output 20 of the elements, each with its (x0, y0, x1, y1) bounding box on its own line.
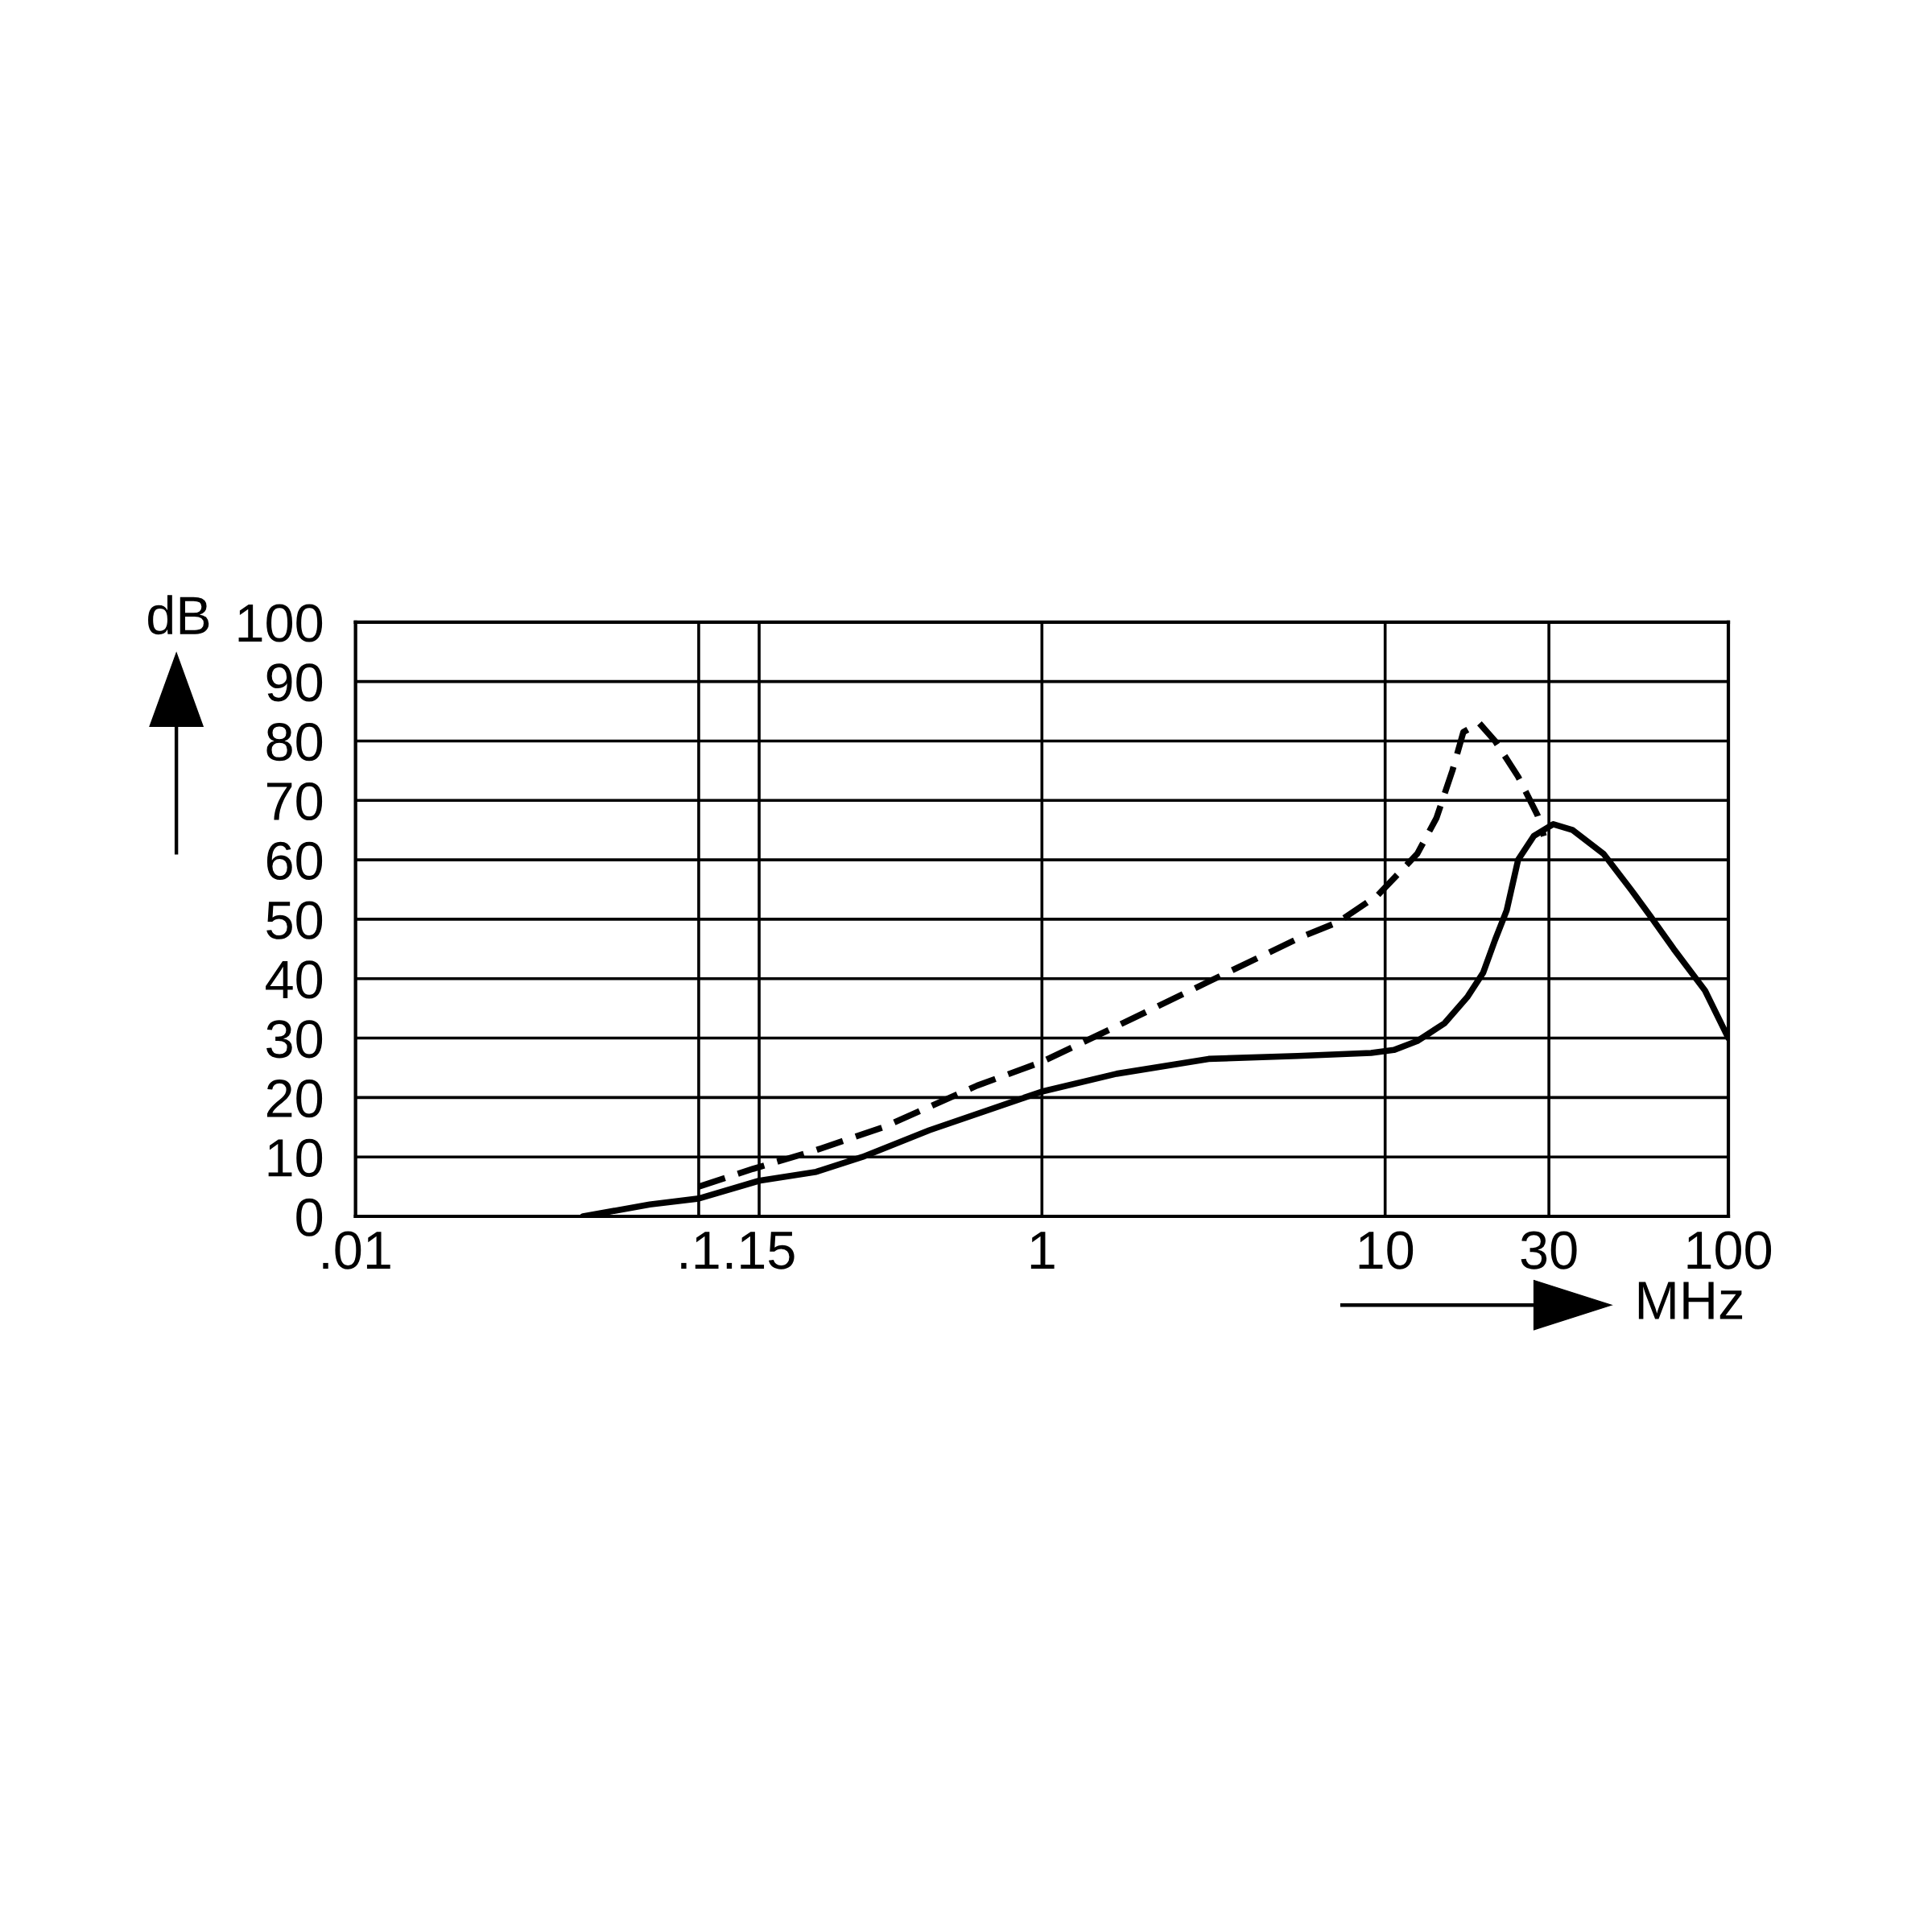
x-axis-title: MHz (1638, 1282, 1743, 1319)
y-tick-label: 60 (266, 841, 323, 880)
y-tick-label: 80 (266, 723, 323, 762)
y-tick-label: 100 (238, 604, 323, 642)
x-tick-label: .15 (726, 1232, 795, 1269)
x-tick-label: 30 (1521, 1231, 1577, 1269)
y-tick-label: 50 (266, 901, 323, 939)
x-tick-label: 10 (1359, 1231, 1414, 1269)
x-tick-label: .01 (323, 1231, 390, 1269)
y-axis-title: dB (148, 595, 209, 635)
x-tick-label: 100 (1687, 1231, 1772, 1269)
y-tick-label: 20 (266, 1080, 323, 1118)
y-tick-label: 90 (266, 663, 323, 702)
y-tick-label: 10 (268, 1138, 323, 1178)
y-tick-label: 0 (296, 1198, 323, 1236)
x-tick-label: .1 (681, 1232, 719, 1269)
y-tick-label: 30 (266, 1020, 323, 1059)
x-tick-label: 1 (1030, 1232, 1055, 1269)
y-tick-label: 70 (266, 782, 323, 821)
y-tick-label: 40 (266, 960, 323, 999)
